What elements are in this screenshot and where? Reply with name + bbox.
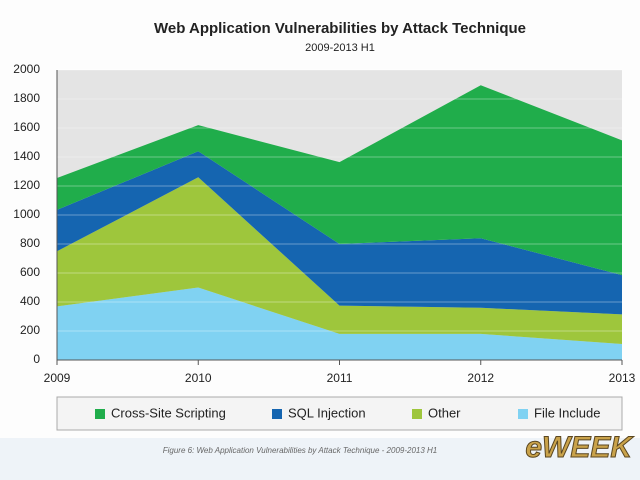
x-tick-label: 2009 [44, 371, 71, 385]
x-tick-label: 2013 [609, 371, 636, 385]
y-tick-label: 2000 [13, 62, 40, 76]
caption: Figure 6: Web Application Vulnerabilitie… [163, 446, 438, 455]
x-tick-label: 2012 [467, 371, 494, 385]
y-tick-label: 1200 [13, 178, 40, 192]
y-tick-label: 400 [20, 294, 40, 308]
legend-label: SQL Injection [288, 405, 366, 420]
area [57, 287, 622, 360]
legend-swatch [412, 409, 422, 419]
y-tick-label: 1600 [13, 120, 40, 134]
legend-label: Cross-Site Scripting [111, 405, 226, 420]
area [57, 177, 622, 345]
legend-swatch [272, 409, 282, 419]
x-tick-label: 2010 [185, 371, 212, 385]
y-tick-label: 800 [20, 236, 40, 250]
y-tick-label: 1400 [13, 149, 40, 163]
y-tick-label: 200 [20, 323, 40, 337]
legend-swatch [95, 409, 105, 419]
chart-title: Web Application Vulnerabilities by Attac… [154, 20, 526, 37]
legend-label: File Include [534, 405, 600, 420]
logo: eWEEK [525, 431, 634, 464]
footer [0, 438, 640, 480]
area [57, 151, 622, 315]
y-tick-label: 1800 [13, 91, 40, 105]
legend-swatch [518, 409, 528, 419]
chart-subtitle: 2009-2013 H1 [305, 42, 375, 54]
y-tick-label: 1000 [13, 207, 40, 221]
legend-label: Other [428, 405, 461, 420]
x-tick-label: 2011 [327, 371, 353, 385]
y-tick-label: 0 [33, 352, 40, 366]
area [57, 85, 622, 276]
y-tick-label: 600 [20, 265, 40, 279]
